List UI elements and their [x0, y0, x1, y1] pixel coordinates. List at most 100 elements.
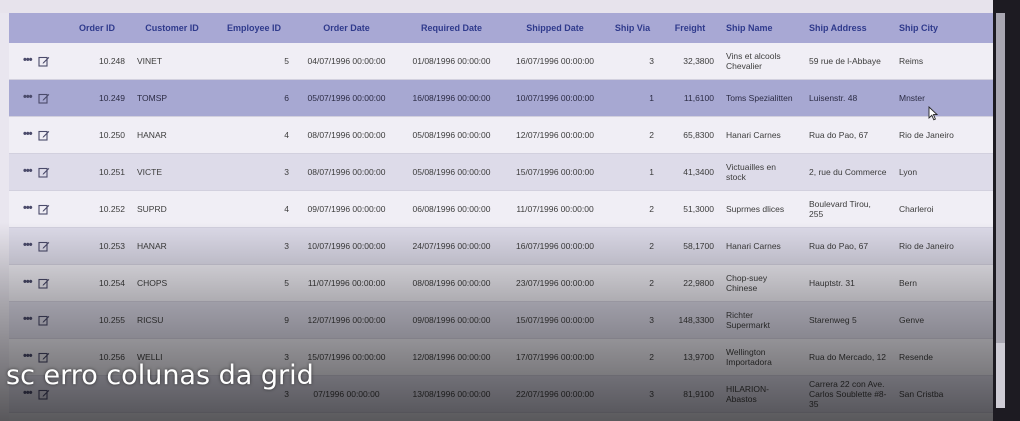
cell-order-date: 08/07/1996 00:00:00 [295, 153, 398, 191]
more-dots-icon[interactable]: ••• [23, 54, 33, 67]
table-row[interactable]: ••• 10.250 HANAR 4 08/07/1996 00:00:00 05/08/… [9, 116, 993, 154]
more-dots-icon[interactable]: ••• [23, 239, 33, 252]
cell-order-id: 10.249 [63, 79, 131, 117]
cell-ship-city: Mnster [893, 79, 993, 117]
cell-ship-address: 2, rue du Commerce [803, 153, 893, 191]
table-row[interactable]: ••• 10.254 CHOPS 5 11/07/1996 00:00:00 08/08/… [9, 264, 993, 302]
orders-grid: Order ID Customer ID Employee ID Order D… [9, 13, 993, 421]
table-row[interactable]: ••• 10.253 HANAR 3 10/07/1996 00:00:00 24/07/… [9, 227, 993, 265]
cell-ship-address: Starenweg 5 [803, 301, 893, 339]
cell-ship-name: Richter Supermarkt [720, 301, 803, 339]
cell-freight: 51,3000 [660, 190, 720, 228]
header-ship-name[interactable]: Ship Name [720, 13, 803, 43]
cell-freight: 13,9700 [660, 338, 720, 376]
cell-freight: 41,3400 [660, 153, 720, 191]
cell-shipped-date: 16/07/1996 00:00:00 [505, 43, 605, 80]
more-dots-icon[interactable]: ••• [23, 91, 33, 104]
header-order-id[interactable]: Order ID [63, 13, 131, 43]
row-actions: ••• [9, 153, 63, 191]
more-dots-icon[interactable]: ••• [23, 128, 33, 141]
header-shipped-date[interactable]: Shipped Date [505, 13, 605, 43]
cell-order-id: 10.253 [63, 227, 131, 265]
cell-shipped-date: 16/07/1996 00:00:00 [505, 227, 605, 265]
row-actions: ••• [9, 301, 63, 339]
orders-table: Order ID Customer ID Employee ID Order D… [9, 13, 993, 413]
more-dots-icon[interactable]: ••• [23, 165, 33, 178]
row-actions: ••• [9, 79, 63, 117]
cell-customer-id: VICTE [131, 153, 213, 191]
cell-shipped-date: 12/07/1996 00:00:00 [505, 116, 605, 154]
cell-order-date: 05/07/1996 00:00:00 [295, 79, 398, 117]
cell-ship-via: 2 [605, 190, 660, 228]
cell-freight: 65,8300 [660, 116, 720, 154]
header-ship-address[interactable]: Ship Address [803, 13, 893, 43]
cell-shipped-date: 11/07/1996 00:00:00 [505, 190, 605, 228]
cell-ship-address: Rua do Mercado, 12 [803, 338, 893, 376]
cell-customer-id: TOMSP [131, 79, 213, 117]
cell-ship-address: Hauptstr. 31 [803, 264, 893, 302]
cell-required-date: 01/08/1996 00:00:00 [398, 43, 505, 80]
more-dots-icon[interactable]: ••• [23, 313, 33, 326]
cell-shipped-date: 22/07/1996 00:00:00 [505, 375, 605, 413]
cell-employee-id: 4 [213, 116, 295, 154]
cell-shipped-date: 10/07/1996 00:00:00 [505, 79, 605, 117]
cell-employee-id: 5 [213, 264, 295, 302]
cell-ship-name: Suprmes dlices [720, 190, 803, 228]
table-row[interactable]: ••• 10.252 SUPRD 4 09/07/1996 00:00:00 06/08/… [9, 190, 993, 228]
edit-icon[interactable] [38, 314, 50, 326]
scrollbar-thumb[interactable] [996, 13, 1005, 343]
cell-order-date: 12/07/1996 00:00:00 [295, 301, 398, 339]
cell-order-id: 10.255 [63, 301, 131, 339]
header-employee-id[interactable]: Employee ID [213, 13, 295, 43]
cell-order-id: 10.254 [63, 264, 131, 302]
cell-shipped-date: 15/07/1996 00:00:00 [505, 153, 605, 191]
header-order-date[interactable]: Order Date [295, 13, 398, 43]
cell-freight: 22,9800 [660, 264, 720, 302]
table-row[interactable]: ••• 10.248 VINET 5 04/07/1996 00:00:00 01/08/… [9, 43, 993, 80]
cell-order-date: 11/07/1996 00:00:00 [295, 264, 398, 302]
more-dots-icon[interactable]: ••• [23, 276, 33, 289]
top-bar [0, 0, 1020, 13]
table-row[interactable]: ••• 10.251 VICTE 3 08/07/1996 00:00:00 05/08/… [9, 153, 993, 191]
cell-order-date: 08/07/1996 00:00:00 [295, 116, 398, 154]
cell-order-date: 09/07/1996 00:00:00 [295, 190, 398, 228]
cell-freight: 58,1700 [660, 227, 720, 265]
cell-ship-city: Genve [893, 301, 993, 339]
cell-ship-address: 59 rue de l-Abbaye [803, 43, 893, 80]
header-required-date[interactable]: Required Date [398, 13, 505, 43]
cell-order-id: 10.251 [63, 153, 131, 191]
header-ship-city[interactable]: Ship City [893, 13, 993, 43]
cell-ship-city: Reims [893, 43, 993, 80]
edit-icon[interactable] [38, 55, 50, 67]
cell-ship-name: HILARION-Abastos [720, 375, 803, 413]
table-row[interactable]: ••• 10.249 TOMSP 6 05/07/1996 00:00:00 16/08/… [9, 79, 993, 117]
cell-ship-via: 1 [605, 79, 660, 117]
grid-body: ••• 10.248 VINET 5 04/07/1996 00:00:00 01/08/… [9, 43, 993, 413]
cell-ship-via: 3 [605, 43, 660, 80]
cell-required-date: 06/08/1996 00:00:00 [398, 190, 505, 228]
header-freight[interactable]: Freight [660, 13, 720, 43]
cell-employee-id: 5 [213, 43, 295, 80]
edit-icon[interactable] [38, 277, 50, 289]
cell-order-id: 10.250 [63, 116, 131, 154]
cell-customer-id: CHOPS [131, 264, 213, 302]
mouse-cursor-icon [928, 106, 938, 121]
cell-employee-id: 3 [213, 153, 295, 191]
table-row[interactable]: ••• 10.255 RICSU 9 12/07/1996 00:00:00 09/08/… [9, 301, 993, 339]
cell-freight: 11,6100 [660, 79, 720, 117]
edit-icon[interactable] [38, 166, 50, 178]
more-dots-icon[interactable]: ••• [23, 202, 33, 215]
header-ship-via[interactable]: Ship Via [605, 13, 660, 43]
cell-freight: 148,3300 [660, 301, 720, 339]
edit-icon[interactable] [38, 203, 50, 215]
cell-ship-name: Hanari Carnes [720, 116, 803, 154]
edit-icon[interactable] [38, 92, 50, 104]
cell-ship-name: Chop-suey Chinese [720, 264, 803, 302]
edit-icon[interactable] [38, 240, 50, 252]
edit-icon[interactable] [38, 129, 50, 141]
cell-order-id: 10.252 [63, 190, 131, 228]
cell-ship-city: San Cristba [893, 375, 993, 413]
cell-ship-address: Boulevard Tirou, 255 [803, 190, 893, 228]
header-customer-id[interactable]: Customer ID [131, 13, 213, 43]
cell-freight: 32,3800 [660, 43, 720, 80]
